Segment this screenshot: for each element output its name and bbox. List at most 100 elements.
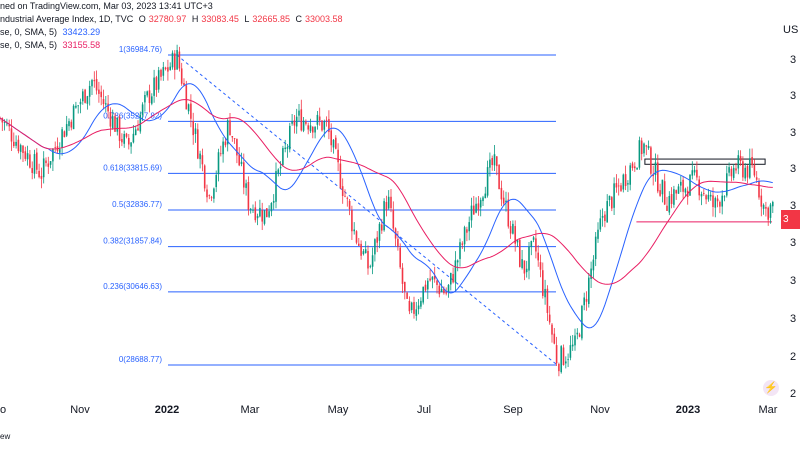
candle-body: [199, 153, 201, 160]
candle-body: [72, 105, 75, 130]
candle-body: [167, 67, 169, 72]
candle-body: [238, 154, 240, 166]
candle-body: [132, 133, 135, 143]
candle-body: [245, 183, 247, 188]
candle-body: [622, 174, 625, 190]
candle-body: [141, 104, 144, 115]
candle-body: [693, 169, 696, 173]
candle-body: [723, 196, 726, 198]
candle-body: [732, 167, 735, 178]
candle-body: [194, 128, 197, 134]
time-axis-tick-label: Nov: [590, 404, 610, 416]
fib-label: 0(28688.77): [119, 355, 162, 364]
candle-body: [243, 162, 245, 188]
candle-body: [721, 195, 723, 207]
candle-body: [567, 359, 569, 361]
candle-body: [162, 67, 165, 76]
candle-body: [13, 141, 15, 147]
time-axis-tick-label: Mar: [759, 404, 778, 416]
candle-body: [79, 101, 82, 105]
candle-body: [525, 268, 528, 273]
candle-body: [758, 181, 760, 198]
candle-body: [498, 164, 500, 190]
candle-body: [707, 194, 710, 200]
candle-body: [240, 161, 243, 164]
candle-body: [52, 148, 54, 162]
close-value: 33003.58: [304, 14, 343, 24]
sma2-line[interactable]: se, 0, SMA, 5) 33155.58: [0, 39, 343, 52]
candle-body: [42, 158, 45, 178]
candle-body: [171, 52, 174, 68]
downtrend-line: [176, 54, 558, 366]
candle-body: [470, 205, 473, 221]
candle-body: [353, 229, 355, 232]
candle-body: [107, 103, 109, 112]
candle-body: [440, 288, 443, 293]
candle-body: [335, 137, 337, 149]
high-value: 33083.45: [201, 14, 239, 24]
candle-body: [263, 210, 266, 224]
published-line: ned on TradingView.com, Mar 03, 2023 13:…: [0, 0, 343, 13]
candle-body: [509, 226, 512, 234]
candle-body: [484, 193, 487, 199]
candle-body: [654, 162, 657, 176]
candle-body: [640, 140, 643, 155]
price-axis-tick-label: 3: [790, 90, 796, 102]
candle-body: [684, 188, 687, 193]
candle-body: [192, 121, 194, 136]
candle-body: [318, 116, 321, 121]
candle-body: [427, 280, 429, 290]
candle-body: [187, 104, 190, 112]
candle-body: [19, 145, 22, 152]
flash-icon[interactable]: ⚡: [763, 380, 779, 396]
candle-body: [712, 195, 714, 208]
candle-body: [323, 121, 326, 130]
symbol-line[interactable]: ndustrial Average Index, 1D, TVC O 32780.…: [0, 13, 343, 26]
candle-body: [753, 165, 756, 176]
fib-label: 0.382(31857.84): [103, 237, 162, 246]
candle-body: [404, 281, 406, 292]
candle-body: [100, 91, 102, 98]
candle-body: [369, 266, 372, 268]
candle-body: [155, 77, 158, 91]
candle-body: [22, 145, 24, 153]
candle-body: [523, 260, 526, 274]
candle-body: [231, 136, 234, 138]
candle-body: [49, 161, 52, 165]
close-label: C: [295, 14, 302, 24]
candle-body: [6, 123, 8, 125]
candle-body: [608, 195, 611, 201]
candle-body: [666, 205, 668, 211]
candle-body: [631, 163, 634, 169]
candle-body: [767, 207, 769, 220]
candle-body: [479, 199, 482, 208]
candle-body: [176, 50, 178, 70]
candle-body: [762, 204, 765, 209]
candle-body: [454, 260, 457, 283]
sma1-line[interactable]: se, 0, SMA, 5) 33423.29: [0, 26, 343, 39]
candle-body: [749, 158, 751, 178]
candle-body: [229, 120, 231, 136]
sma2-value: 33155.58: [62, 40, 101, 50]
candle-body: [130, 142, 132, 147]
candle-body: [668, 195, 671, 213]
candle-body: [691, 170, 694, 176]
candle-body: [348, 200, 351, 210]
candle-body: [583, 297, 585, 306]
candle-body: [502, 197, 505, 204]
candle-body: [259, 207, 261, 217]
candle-body: [548, 314, 551, 323]
candle-body: [588, 277, 590, 304]
candle-body: [461, 243, 464, 245]
candle-body: [371, 255, 374, 267]
candle-body: [613, 183, 615, 208]
candle-body: [735, 168, 737, 171]
candle-body: [378, 223, 381, 241]
candle-body: [68, 121, 70, 127]
price-axis-tick-label: 3: [790, 200, 796, 212]
candle-body: [305, 121, 307, 124]
candle-body: [392, 209, 395, 229]
candle-body: [519, 239, 521, 267]
